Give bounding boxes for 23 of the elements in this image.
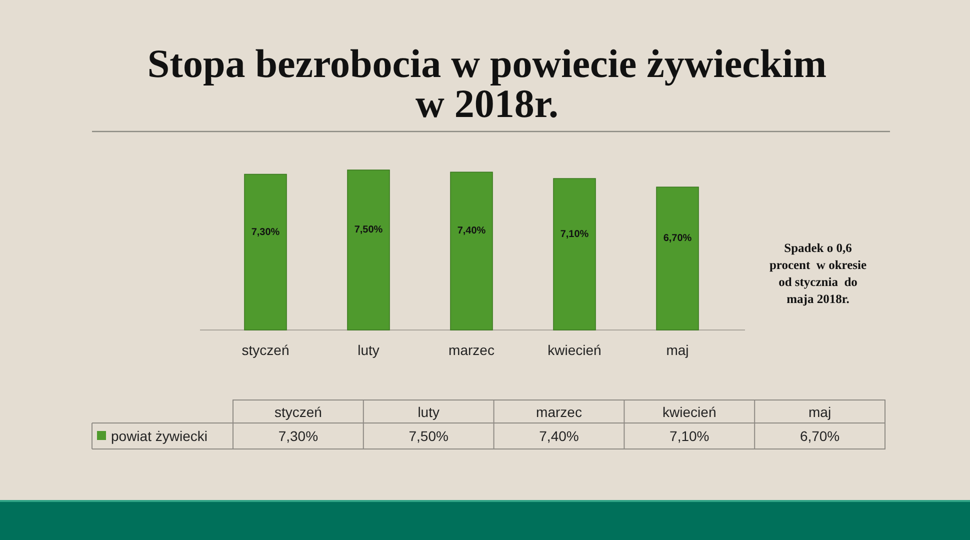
data-label: 7,40% <box>457 226 486 237</box>
x-tick-label: maj <box>666 342 689 358</box>
chart-title: Stopa bezrobocia w powiecie żywieckim w 2018r. <box>147 41 827 126</box>
category-label: styczeń <box>274 404 322 420</box>
x-tick-label: luty <box>358 342 380 358</box>
category-label: kwiecień <box>662 404 716 420</box>
text: 7,40% <box>539 428 579 444</box>
data-label: 7,50% <box>354 224 383 236</box>
text: 7,10% <box>670 428 710 444</box>
x-tick-label: kwiecień <box>548 342 602 358</box>
data-label: 7,10% <box>560 228 589 240</box>
data-label: 6,70% <box>663 233 692 244</box>
text: 6,70% <box>800 428 840 444</box>
category-label: marzec <box>536 404 582 420</box>
legend-label: powiat żywiecki <box>111 428 208 444</box>
text: 7,30% <box>278 428 318 444</box>
category-label: luty <box>418 404 440 420</box>
text: 7,50% <box>408 428 448 444</box>
x-tick-label: marzec <box>448 342 494 358</box>
category-label: maj <box>808 404 832 420</box>
x-tick-label: styczeń <box>242 342 290 358</box>
text: Spadek o 0,6 procent w okresie od stycznia do maja 2018r. <box>769 241 867 306</box>
data-label: 7,30% <box>251 226 280 238</box>
